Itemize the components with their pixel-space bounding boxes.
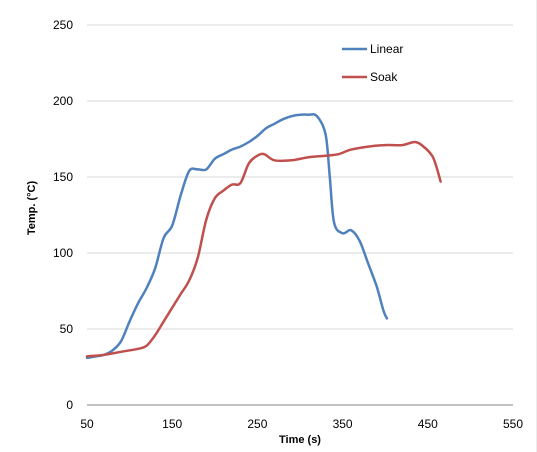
y-tick-label: 0 bbox=[66, 398, 73, 412]
y-tick-label: 150 bbox=[53, 170, 73, 184]
series-line-soak bbox=[85, 140, 442, 358]
series-lines bbox=[85, 113, 442, 360]
gridlines bbox=[87, 24, 513, 330]
y-tick-label: 250 bbox=[53, 18, 73, 32]
y-tick-label: 200 bbox=[53, 94, 73, 108]
x-tick-label: 150 bbox=[162, 417, 182, 431]
legend-label-linear: Linear bbox=[370, 42, 403, 56]
x-tick-label: 50 bbox=[80, 417, 94, 431]
y-tick-labels: 0 50 100 150 200 250 bbox=[53, 18, 73, 412]
legend-label-soak: Soak bbox=[370, 70, 398, 84]
x-tick-label: 450 bbox=[418, 417, 438, 431]
x-tick-labels: 50 150 250 350 450 550 bbox=[80, 417, 523, 431]
x-tick-label: 250 bbox=[247, 417, 267, 431]
y-tick-label: 100 bbox=[53, 246, 73, 260]
legend: Linear Soak bbox=[342, 42, 403, 84]
y-axis-title: Temp. (°C) bbox=[26, 181, 38, 236]
series-line-linear bbox=[85, 113, 389, 360]
x-tick-label: 350 bbox=[333, 417, 353, 431]
x-axis-title: Time (s) bbox=[279, 434, 321, 446]
y-tick-label: 50 bbox=[60, 322, 74, 336]
x-tick-label: 550 bbox=[503, 417, 523, 431]
